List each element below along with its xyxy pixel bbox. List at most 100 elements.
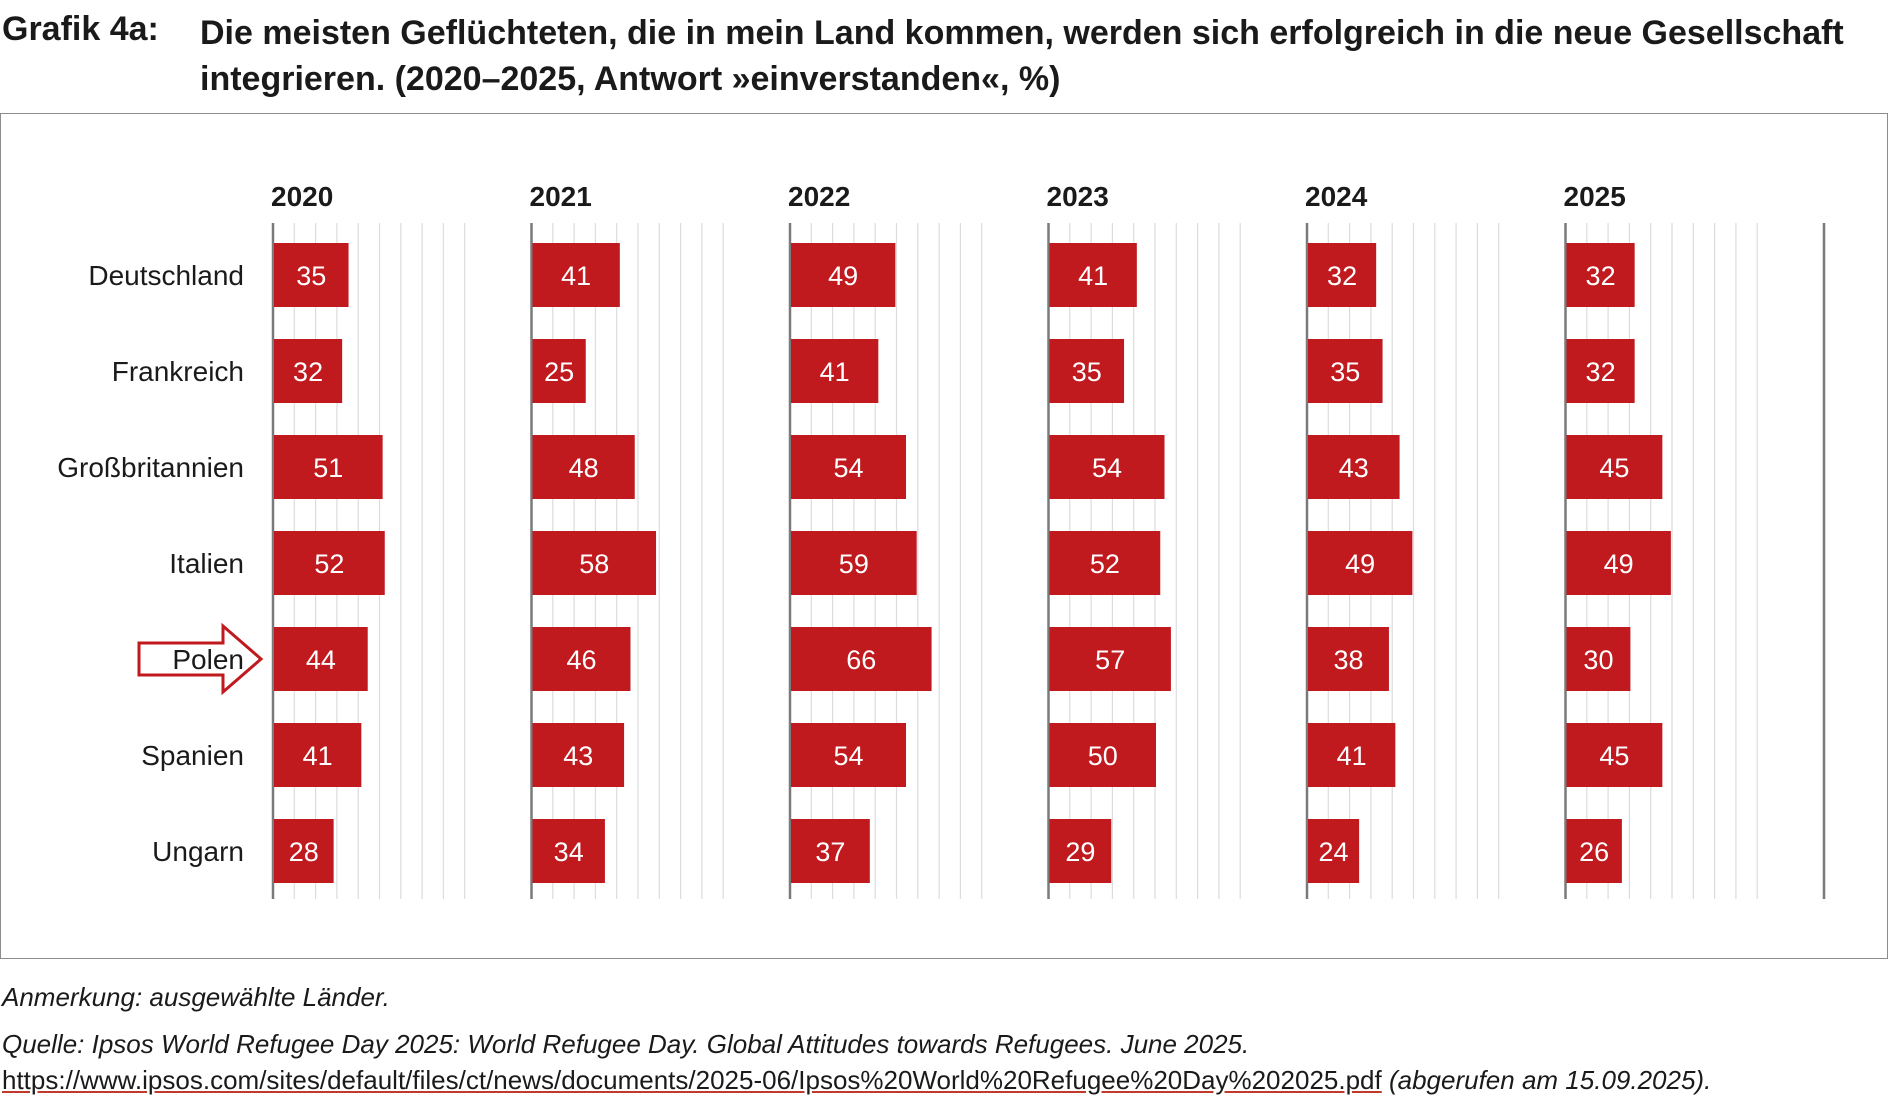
bar-label-2024-Frankreich: 35 — [1330, 357, 1360, 387]
bar-2021-Frankreich — [532, 339, 586, 403]
bar-2024-Spanien — [1308, 723, 1396, 787]
bar-2025-Ungarn — [1566, 819, 1622, 883]
bar-2023-Italien — [1049, 531, 1161, 595]
bar-label-2025-Frankreich: 32 — [1586, 357, 1616, 387]
bar-label-2020-Spanien: 41 — [303, 741, 333, 771]
bar-label-2024-Deutschland: 32 — [1327, 261, 1357, 291]
source-accessed: (abgerufen am 15.09.2025). — [1388, 1065, 1712, 1095]
bar-2022-Italien — [791, 531, 917, 595]
bar-2024-Polen — [1308, 627, 1389, 691]
bar-label-2023-Großbritannien: 54 — [1092, 453, 1122, 483]
panel-header-2024: 2024 — [1305, 181, 1368, 212]
bar-label-2022-Großbritannien: 54 — [833, 453, 863, 483]
bar-2025-Italien — [1566, 531, 1671, 595]
panel-header-2021: 2021 — [530, 181, 592, 212]
bar-2025-Frankreich — [1566, 339, 1635, 403]
bar-2021-Ungarn — [532, 819, 605, 883]
bar-2023-Ungarn — [1049, 819, 1112, 883]
bar-label-2021-Deutschland: 41 — [561, 261, 591, 291]
category-label-Polen: Polen — [172, 644, 244, 675]
category-label-Frankreich: Frankreich — [112, 356, 244, 387]
source-link[interactable]: https://www.ipsos.com/sites/default/file… — [2, 1065, 1382, 1095]
bar-label-2024-Italien: 49 — [1345, 549, 1375, 579]
bar-label-2025-Italien: 49 — [1604, 549, 1634, 579]
bar-2024-Ungarn — [1308, 819, 1360, 883]
bar-2021-Spanien — [532, 723, 625, 787]
category-label-Italien: Italien — [169, 548, 244, 579]
bar-label-2025-Polen: 30 — [1583, 645, 1613, 675]
bar-label-2023-Spanien: 50 — [1088, 741, 1118, 771]
bar-label-2022-Deutschland: 49 — [828, 261, 858, 291]
bar-2024-Frankreich — [1308, 339, 1383, 403]
category-label-Ungarn: Ungarn — [152, 836, 244, 867]
arrow-right-icon — [137, 622, 264, 696]
bar-2020-Spanien — [274, 723, 362, 787]
bar-label-2021-Spanien: 43 — [563, 741, 593, 771]
bar-2023-Frankreich — [1049, 339, 1125, 403]
figure-label: Grafik 4a: — [2, 10, 159, 48]
category-label-Großbritannien: Großbritannien — [57, 452, 244, 483]
bar-label-2024-Ungarn: 24 — [1319, 837, 1349, 867]
chart-source: Quelle: Ipsos World Refugee Day 2025: Wo… — [2, 1026, 1888, 1098]
bar-label-2021-Polen: 46 — [566, 645, 596, 675]
bar-2021-Großbritannien — [532, 435, 635, 499]
bar-2021-Polen — [532, 627, 631, 691]
bar-label-2023-Ungarn: 29 — [1065, 837, 1095, 867]
bar-label-2022-Spanien: 54 — [833, 741, 863, 771]
bar-label-2021-Italien: 58 — [579, 549, 609, 579]
bar-label-2023-Polen: 57 — [1095, 645, 1125, 675]
bar-chart: 2020 35 32 51 52 44 41 28 2021 41 25 48 58 46 43 34 2022… — [57, 181, 1826, 899]
bar-label-2023-Deutschland: 41 — [1078, 261, 1108, 291]
panel-header-2025: 2025 — [1564, 181, 1626, 212]
bar-label-2025-Deutschland: 32 — [1586, 261, 1616, 291]
bar-label-2025-Spanien: 45 — [1599, 741, 1629, 771]
bar-label-2020-Polen: 44 — [306, 645, 336, 675]
chart-note: Anmerkung: ausgewählte Länder. — [2, 982, 390, 1012]
source-text: Quelle: Ipsos World Refugee Day 2025: Wo… — [2, 1029, 1250, 1059]
bar-label-2022-Italien: 59 — [839, 549, 869, 579]
panel-header-2020: 2020 — [271, 181, 333, 212]
bar-2020-Frankreich — [274, 339, 343, 403]
bar-2020-Polen — [274, 627, 368, 691]
bar-2022-Polen — [791, 627, 932, 691]
bar-2023-Deutschland — [1049, 243, 1137, 307]
panel-header-2022: 2022 — [788, 181, 850, 212]
bar-label-2024-Großbritannien: 43 — [1339, 453, 1369, 483]
bar-2023-Polen — [1049, 627, 1171, 691]
bar-2025-Polen — [1566, 627, 1631, 691]
bar-label-2020-Großbritannien: 51 — [313, 453, 343, 483]
bar-2022-Großbritannien — [791, 435, 907, 499]
bar-2025-Großbritannien — [1566, 435, 1663, 499]
bar-label-2021-Ungarn: 34 — [554, 837, 584, 867]
panel-header-2023: 2023 — [1047, 181, 1109, 212]
bar-2024-Italien — [1308, 531, 1413, 595]
bar-2020-Großbritannien — [274, 435, 383, 499]
bar-2022-Deutschland — [791, 243, 896, 307]
bar-2020-Deutschland — [274, 243, 349, 307]
bar-label-2020-Italien: 52 — [314, 549, 344, 579]
bar-2022-Ungarn — [791, 819, 870, 883]
bar-2021-Deutschland — [532, 243, 620, 307]
chart-title: Die meisten Geflüchteten, die in mein La… — [200, 14, 1844, 98]
category-label-Deutschland: Deutschland — [88, 260, 244, 291]
bar-2022-Spanien — [791, 723, 907, 787]
bar-label-2021-Frankreich: 25 — [544, 357, 574, 387]
bar-2024-Deutschland — [1308, 243, 1377, 307]
bar-label-2022-Polen: 66 — [846, 645, 876, 675]
bar-2023-Großbritannien — [1049, 435, 1165, 499]
bar-label-2024-Polen: 38 — [1333, 645, 1363, 675]
category-label-Spanien: Spanien — [141, 740, 244, 771]
bar-label-2024-Spanien: 41 — [1337, 741, 1367, 771]
bar-label-2020-Frankreich: 32 — [293, 357, 323, 387]
bar-2021-Italien — [532, 531, 657, 595]
bar-label-2020-Deutschland: 35 — [296, 261, 326, 291]
bar-2025-Deutschland — [1566, 243, 1635, 307]
chart-frame: 2020 35 32 51 52 44 41 28 2021 41 25 48 58 46 43 34 2022… — [0, 113, 1888, 959]
bar-label-2020-Ungarn: 28 — [289, 837, 319, 867]
bar-label-2025-Ungarn: 26 — [1579, 837, 1609, 867]
bar-2023-Spanien — [1049, 723, 1156, 787]
bar-label-2021-Großbritannien: 48 — [569, 453, 599, 483]
bar-label-2022-Ungarn: 37 — [815, 837, 845, 867]
bar-2022-Frankreich — [791, 339, 879, 403]
bar-label-2022-Frankreich: 41 — [820, 357, 850, 387]
